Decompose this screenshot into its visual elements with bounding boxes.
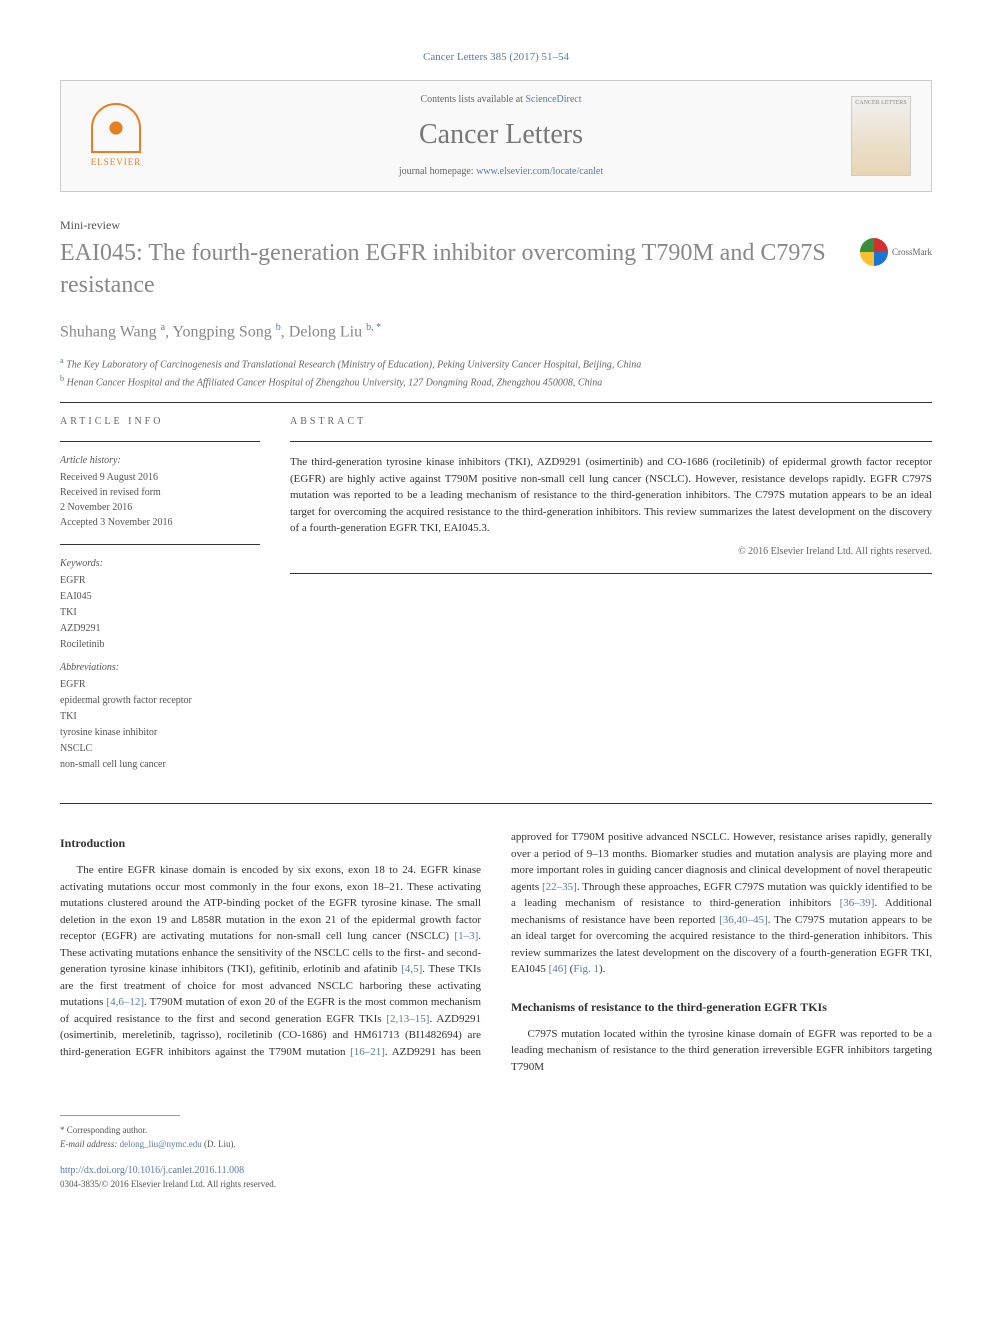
header-center: Contents lists available at ScienceDirec…	[151, 93, 851, 178]
email-suffix: (D. Liu).	[202, 1139, 236, 1149]
history-content: Received 9 August 2016Received in revise…	[60, 470, 260, 530]
introduction-heading: Introduction	[60, 834, 481, 852]
mechanisms-heading: Mechanisms of resistance to the third-ge…	[511, 998, 932, 1016]
abbreviations-list: EGFRepidermal growth factor receptorTKIt…	[60, 677, 260, 773]
homepage-line: journal homepage: www.elsevier.com/locat…	[151, 165, 851, 179]
divider	[60, 441, 260, 442]
crossmark-label: CrossMark	[892, 246, 932, 259]
body-paragraph: C797S mutation located within the tyrosi…	[511, 1026, 932, 1076]
citation-link[interactable]: [4,5]	[401, 963, 422, 975]
homepage-prefix: journal homepage:	[399, 166, 476, 177]
keywords-list: EGFREAI045TKIAZD9291Rociletinib	[60, 573, 260, 653]
article-info-column: ARTICLE INFO Article history: Received 9…	[60, 415, 260, 773]
email-label: E-mail address:	[60, 1139, 120, 1149]
publisher-name: ELSEVIER	[91, 156, 142, 169]
divider	[290, 573, 932, 574]
article-body: Introduction The entire EGFR kinase doma…	[60, 829, 932, 1075]
citation-link[interactable]: [22–35]	[542, 881, 577, 893]
affiliations: a The Key Laboratory of Carcinogenesis a…	[60, 355, 932, 390]
info-abstract-row: ARTICLE INFO Article history: Received 9…	[60, 415, 932, 773]
citation-link[interactable]: [36,40–45]	[719, 914, 768, 926]
contents-prefix: Contents lists available at	[420, 94, 525, 105]
email-link[interactable]: delong_liu@nymc.edu	[120, 1139, 202, 1149]
issn-copyright: 0304-3835/© 2016 Elsevier Ireland Ltd. A…	[60, 1178, 932, 1192]
sciencedirect-link[interactable]: ScienceDirect	[525, 94, 581, 105]
authors-list: Shuhang Wang a, Yongping Song b, Delong …	[60, 321, 932, 344]
text-run: C797S mutation located within the tyrosi…	[511, 1028, 932, 1073]
article-info-heading: ARTICLE INFO	[60, 415, 260, 429]
divider	[60, 803, 932, 804]
article-title: EAI045: The fourth-generation EGFR inhib…	[60, 238, 845, 300]
crossmark-icon	[860, 238, 888, 266]
abstract-text: The third-generation tyrosine kinase inh…	[290, 454, 932, 537]
citation-link[interactable]: [16–21]	[350, 1046, 385, 1058]
abstract-heading: ABSTRACT	[290, 415, 932, 429]
abbreviations-label: Abbreviations:	[60, 661, 260, 675]
citation-link[interactable]: [1–3]	[454, 930, 478, 942]
divider	[290, 441, 932, 442]
figure-link[interactable]: Fig. 1	[573, 963, 599, 975]
article-type: Mini-review	[60, 217, 932, 234]
abstract-copyright: © 2016 Elsevier Ireland Ltd. All rights …	[290, 545, 932, 559]
publisher-logo: ELSEVIER	[81, 96, 151, 176]
footer-separator	[60, 1115, 180, 1116]
text-run: ).	[599, 963, 605, 975]
abstract-column: ABSTRACT The third-generation tyrosine k…	[290, 415, 932, 773]
citation-link[interactable]: [46]	[549, 963, 567, 975]
divider	[60, 402, 932, 403]
citation-link[interactable]: [4,6–12]	[106, 996, 144, 1008]
corresponding-author-note: * Corresponding author.	[60, 1124, 932, 1138]
history-label: Article history:	[60, 454, 260, 468]
journal-header-box: ELSEVIER Contents lists available at Sci…	[60, 80, 932, 191]
journal-name: Cancer Letters	[151, 115, 851, 154]
footer: * Corresponding author. E-mail address: …	[60, 1124, 932, 1192]
contents-available-line: Contents lists available at ScienceDirec…	[151, 93, 851, 107]
keywords-label: Keywords:	[60, 557, 260, 571]
citation-link[interactable]: [36–39]	[840, 897, 875, 909]
divider	[60, 544, 260, 545]
crossmark-badge[interactable]: CrossMark	[860, 238, 932, 266]
citation-link[interactable]: [2,13–15]	[386, 1013, 429, 1025]
title-row: EAI045: The fourth-generation EGFR inhib…	[60, 238, 932, 300]
doi-link[interactable]: http://dx.doi.org/10.1016/j.canlet.2016.…	[60, 1165, 244, 1176]
email-line: E-mail address: delong_liu@nymc.edu (D. …	[60, 1138, 932, 1152]
elsevier-tree-icon	[91, 103, 141, 153]
text-run: The entire EGFR kinase domain is encoded…	[60, 864, 481, 942]
journal-reference: Cancer Letters 385 (2017) 51–54	[60, 50, 932, 65]
journal-cover-thumbnail: CANCER LETTERS	[851, 96, 911, 176]
homepage-link[interactable]: www.elsevier.com/locate/canlet	[476, 166, 603, 177]
